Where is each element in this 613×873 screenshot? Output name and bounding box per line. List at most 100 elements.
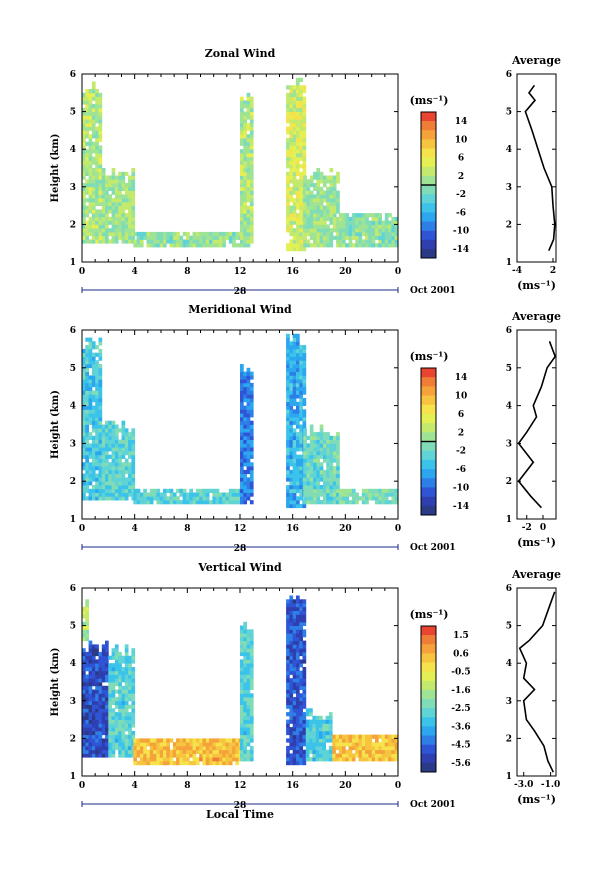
heatmap-cell-region-0 [95, 371, 99, 376]
heatmap-cell-region-5 [316, 439, 321, 444]
heatmap-cell-region-1 [101, 228, 106, 233]
heatmap-cell-region-3 [205, 757, 210, 762]
heatmap-cell-region-4 [289, 379, 294, 384]
heatmap-cell-region-3 [246, 141, 251, 146]
y-axis-label: Height (km) [50, 134, 61, 203]
heatmap-cell-region-0 [91, 394, 96, 399]
heatmap-cell-region-2 [146, 239, 151, 244]
y-tick-label: 1 [70, 772, 76, 782]
heatmap-cell-region-2 [235, 235, 240, 240]
heatmap-cell-region-0 [91, 168, 96, 173]
heatmap-cell-region-7 [361, 749, 366, 754]
heatmap-cell-region-3 [249, 209, 254, 214]
heatmap-cell-region-6 [342, 235, 346, 240]
x-tick-label: 4 [132, 781, 138, 791]
heatmap-cell-region-0 [85, 92, 89, 97]
heatmap-cell-region-0 [95, 345, 99, 350]
heatmap-cell-region-1 [105, 697, 109, 702]
heatmap-cell-region-2 [118, 663, 122, 668]
heatmap-cell-region-1 [105, 424, 109, 429]
heatmap-cell-region-0 [91, 496, 96, 501]
heatmap-cell-region-1 [85, 749, 89, 754]
heatmap-cell-region-1 [101, 496, 106, 501]
heatmap-cell-region-2 [143, 500, 147, 505]
heatmap-cell-region-5 [302, 682, 307, 687]
heatmap-cell-region-0 [88, 481, 93, 486]
heatmap-cell-region-1 [108, 228, 112, 233]
heatmap-cell-region-3 [249, 104, 254, 109]
heatmap-cell-region-1 [128, 435, 132, 440]
heatmap-cell-region-6 [312, 730, 317, 736]
heatmap-cell-region-1 [105, 454, 109, 459]
heatmap-cell-region-6 [391, 239, 396, 244]
heatmap-cell-region-2 [124, 704, 129, 709]
heatmap-cell-region-5 [303, 492, 307, 497]
heatmap-cell-region-1 [88, 704, 93, 709]
heatmap-cell-region-0 [88, 205, 93, 210]
heatmap-cell-region-7 [335, 734, 340, 739]
heatmap-cell-region-1 [91, 651, 96, 657]
heatmap-cell-region-0 [91, 134, 96, 139]
heatmap-cell-region-2 [128, 685, 132, 690]
heatmap-cell-region-1 [108, 496, 112, 501]
heatmap-cell-region-4 [240, 712, 244, 717]
heatmap-cell-region-0 [91, 126, 96, 131]
heatmap-cell-region-2 [133, 492, 137, 497]
heatmap-cell-region-3 [243, 432, 247, 437]
heatmap-cell-region-6 [371, 216, 376, 222]
heatmap-cell-region-0 [88, 122, 93, 128]
heatmap-cell-region-5 [313, 447, 317, 452]
heatmap-cell-region-1 [111, 466, 116, 471]
heatmap-cell-region-2 [159, 235, 164, 240]
heatmap-cell-region-4 [289, 179, 294, 184]
heatmap-cell-region-1 [128, 213, 132, 218]
heatmap-cell-region-5 [302, 599, 307, 604]
heatmap-cell-region-6 [371, 220, 376, 225]
heatmap-cell-region-6 [368, 228, 373, 233]
heatmap-cell-region-6 [394, 496, 399, 501]
heatmap-cell-region-4 [240, 670, 244, 675]
heatmap-cell-region-3 [189, 753, 193, 758]
heatmap-cell-region-2 [131, 648, 136, 653]
heatmap-cell-region-4 [296, 382, 300, 388]
colorbar-swatch [421, 212, 436, 222]
heatmap-cell-region-0 [82, 451, 86, 456]
heatmap-cell-region-5 [286, 629, 290, 634]
heatmap-cell-region-3 [240, 224, 244, 229]
heatmap-cell-region-1 [101, 727, 106, 732]
heatmap-cell-region-7 [388, 738, 392, 743]
heatmap-cell-region-4 [243, 636, 247, 642]
heatmap-cell-region-3 [246, 481, 251, 486]
heatmap-cell-region-0 [82, 466, 86, 471]
heatmap-cell-region-0 [98, 435, 103, 440]
heatmap-cell-region-7 [348, 757, 353, 762]
heatmap-cell-region-1 [131, 175, 136, 180]
heatmap-cell-region-0 [95, 160, 99, 165]
heatmap-cell-region-2 [189, 488, 193, 493]
heatmap-cell-region-5 [289, 757, 294, 762]
heatmap-cell-region-1 [118, 220, 122, 225]
heatmap-cell-region-0 [85, 345, 89, 350]
heatmap-cell-region-5 [286, 689, 290, 694]
heatmap-cell-region-0 [98, 394, 103, 399]
heatmap-cell-region-2 [166, 488, 170, 493]
heatmap-cell-region-1 [82, 663, 86, 668]
x-tick-label: 0 [79, 781, 85, 791]
heatmap-cell-region-5 [313, 473, 317, 478]
heatmap-cell-region-1 [118, 451, 122, 456]
heatmap-cell-region-0 [85, 432, 89, 437]
heatmap-cell-region-3 [243, 153, 247, 158]
heatmap-cell-region-1 [101, 424, 106, 429]
heatmap-cell-region-7 [394, 757, 399, 762]
heatmap-cell-region-5 [309, 179, 314, 184]
heatmap-cell-region-6 [368, 492, 373, 497]
heatmap-cell-region-4 [289, 156, 294, 161]
heatmap-cell-region-5 [313, 454, 317, 459]
heatmap-cell-region-1 [101, 183, 106, 188]
heatmap-cell-region-0 [82, 409, 86, 414]
heatmap-cell-region-0 [95, 224, 99, 229]
heatmap-cell-region-1 [121, 447, 126, 452]
heatmap-cell-region-5 [313, 488, 317, 493]
colorbar-tick-label: 2 [458, 428, 464, 438]
heatmap-cell-region-5 [292, 625, 297, 630]
